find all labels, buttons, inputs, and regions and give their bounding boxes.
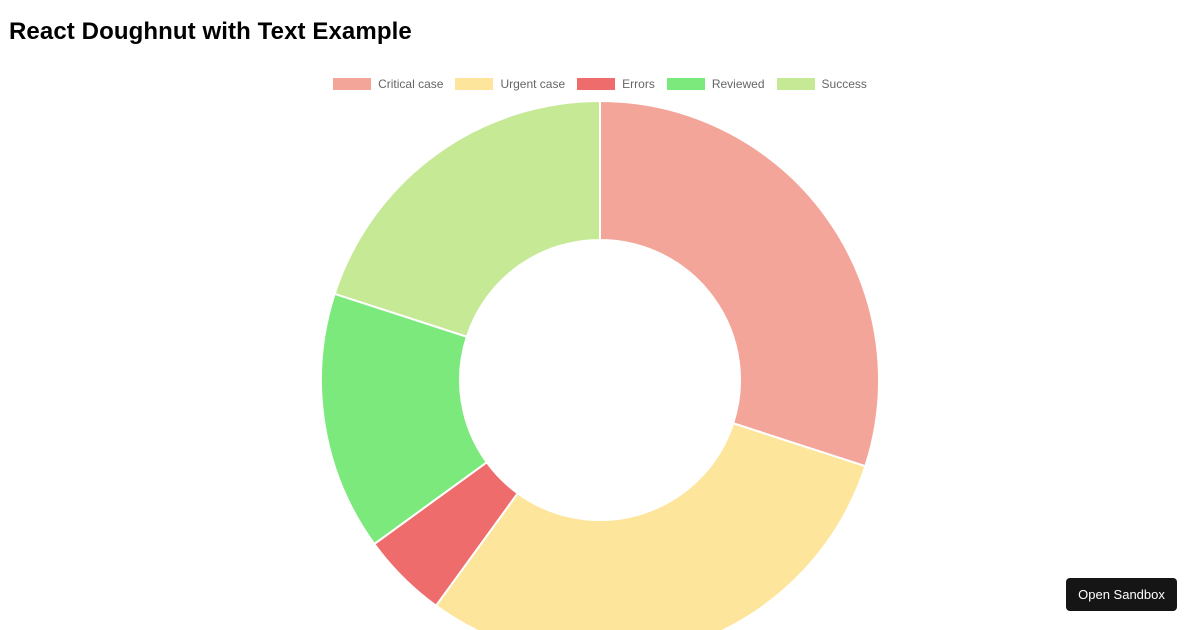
legend-label: Urgent case: [500, 77, 566, 91]
legend-swatch: [333, 78, 372, 90]
legend-label: Success: [821, 77, 867, 91]
doughnut-slice-urgent-case[interactable]: [434, 422, 867, 630]
page-title: React Doughnut with Text Example: [9, 18, 412, 45]
legend-swatch: [776, 78, 815, 90]
legend-swatch: [577, 78, 616, 90]
legend-label: Reviewed: [711, 77, 765, 91]
legend-item[interactable]: Errors: [577, 77, 655, 91]
open-sandbox-button[interactable]: Open Sandbox: [1066, 578, 1177, 611]
legend-item[interactable]: Critical case: [333, 77, 443, 91]
legend-swatch: [666, 78, 705, 90]
legend-item[interactable]: Success: [776, 77, 867, 91]
legend-label: Critical case: [378, 77, 444, 91]
legend-swatch: [455, 78, 494, 90]
doughnut-slice-critical-case[interactable]: [599, 99, 880, 468]
legend-item[interactable]: Urgent case: [455, 77, 565, 91]
doughnut-slice-reviewed[interactable]: [320, 292, 489, 546]
chart-legend: Critical case Urgent case Errors Reviewed Su…: [0, 77, 1200, 91]
legend-item[interactable]: Reviewed: [666, 77, 765, 91]
legend-label: Errors: [622, 77, 655, 91]
doughnut-slice-success[interactable]: [333, 99, 601, 338]
